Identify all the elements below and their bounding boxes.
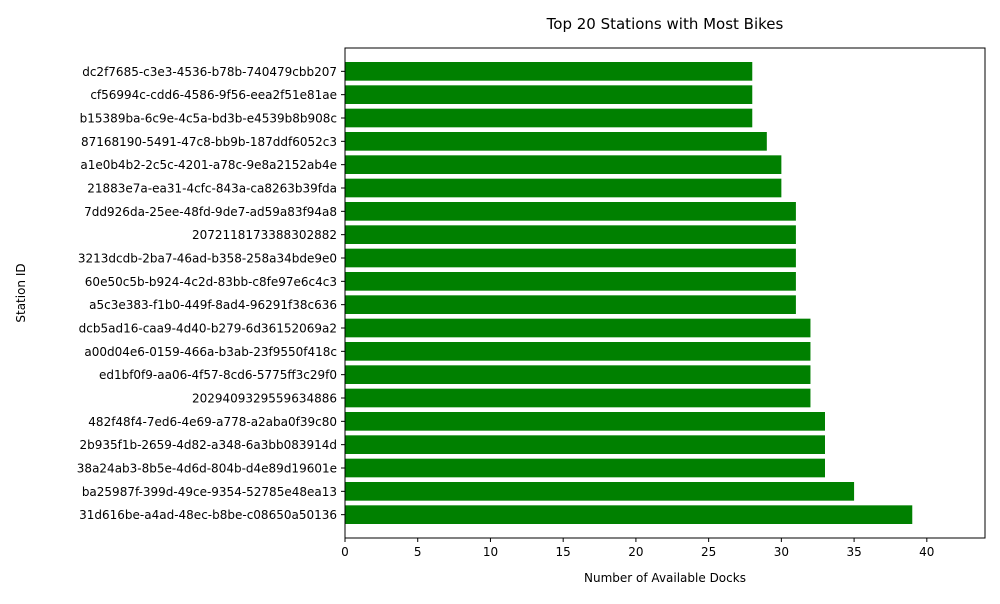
bar-19 (345, 62, 753, 81)
bar-7 (345, 342, 811, 361)
bar-17 (345, 108, 753, 128)
x-tick-label: 5 (414, 545, 422, 559)
bar-14 (345, 178, 782, 198)
y-tick-label: 21883e7a-ea31-4cfc-843a-ca8263b39fda (87, 182, 337, 196)
x-tick-label: 35 (846, 545, 861, 559)
bar-13 (345, 202, 796, 221)
y-tick-label: 3213dcdb-2ba7-46ad-b358-258a34bde9e0 (78, 252, 337, 266)
y-tick-label: dcb5ad16-caa9-4d40-b279-6d36152069a2 (79, 322, 337, 336)
y-tick-label: dc2f7685-c3e3-4536-b78b-740479cbb207 (82, 65, 337, 79)
y-tick-label: 2072118173388302882 (192, 228, 337, 242)
bar-3 (345, 435, 825, 454)
x-tick-label: 20 (628, 545, 643, 559)
x-axis-label: Number of Available Docks (584, 571, 746, 585)
y-tick-label: 87168190-5491-47c8-bb9b-187ddf6052c3 (81, 135, 337, 149)
x-tick-label: 40 (919, 545, 934, 559)
bar-10 (345, 272, 796, 291)
y-tick-label: ed1bf0f9-aa06-4f57-8cd6-5775ff3c29f0 (99, 368, 337, 382)
y-tick-label: 2029409329559634886 (192, 392, 337, 406)
y-tick-label: a00d04e6-0159-466a-b3ab-23f9550f418c (84, 345, 337, 359)
bar-1 (345, 482, 855, 501)
bars-group (345, 62, 913, 524)
x-tick-label: 0 (341, 545, 349, 559)
bar-11 (345, 248, 796, 268)
y-tick-label: 31d616be-a4ad-48ec-b8be-c08650a50136 (79, 508, 337, 522)
y-tick-label: 60e50c5b-b924-4c2d-83bb-c8fe97e6c4c3 (85, 275, 337, 289)
bar-0 (345, 505, 913, 524)
bar-15 (345, 155, 782, 174)
y-tick-label: b15389ba-6c9e-4c5a-bd3b-e4539b8b908c (80, 112, 337, 126)
bar-12 (345, 225, 796, 244)
plot-frame (344, 47, 986, 539)
y-axis-label: Station ID (14, 263, 28, 322)
bar-5 (345, 388, 811, 408)
y-tick-label: 482f48f4-7ed6-4e69-a778-a2aba0f39c80 (88, 415, 337, 429)
bar-6 (345, 365, 811, 384)
y-tick-label: a5c3e383-f1b0-449f-8ad4-96291f38c636 (89, 298, 337, 312)
x-tick-label: 30 (774, 545, 789, 559)
bar-16 (345, 132, 767, 151)
y-tick-label: 7dd926da-25ee-48fd-9de7-ad59a83f94a8 (84, 205, 337, 219)
x-tick-label: 25 (701, 545, 716, 559)
y-tick-label: cf56994c-cdd6-4586-9f56-eea2f51e81ae (90, 88, 337, 102)
y-tick-label: 2b935f1b-2659-4d82-a348-6a3bb083914d (79, 438, 337, 452)
bar-8 (345, 318, 811, 338)
bar-2 (345, 458, 825, 478)
y-tick-label: 38a24ab3-8b5e-4d6d-804b-d4e89d19601e (77, 462, 337, 476)
bar-4 (345, 412, 825, 431)
bar-9 (345, 295, 796, 314)
y-axis-ticks: 31d616be-a4ad-48ec-b8be-c08650a50136 ba25… (77, 65, 345, 522)
y-tick-label: ba25987f-399d-49ce-9354-52785e48ea13 (82, 485, 337, 499)
y-tick-label: a1e0b4b2-2c5c-4201-a78c-9e8a2152ab4e (80, 158, 337, 172)
bar-18 (345, 85, 753, 104)
x-axis-ticks: 0 5 10 15 20 25 30 35 40 (341, 538, 934, 559)
x-tick-label: 10 (483, 545, 498, 559)
x-tick-label: 15 (556, 545, 571, 559)
chart-title: Top 20 Stations with Most Bikes (546, 15, 784, 33)
